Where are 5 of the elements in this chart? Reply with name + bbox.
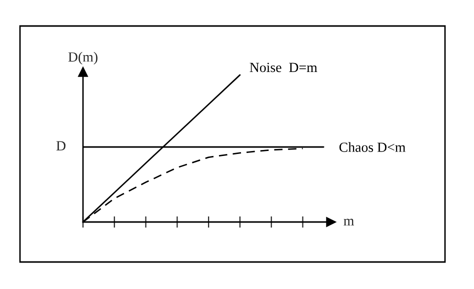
ref-line-label: D bbox=[56, 141, 66, 150]
series-label: Noise D=m bbox=[250, 62, 318, 72]
y-axis-title: D(m) bbox=[68, 52, 98, 64]
x-axis-title: m bbox=[344, 218, 354, 226]
text: Chaos D<m bbox=[339, 142, 406, 152]
